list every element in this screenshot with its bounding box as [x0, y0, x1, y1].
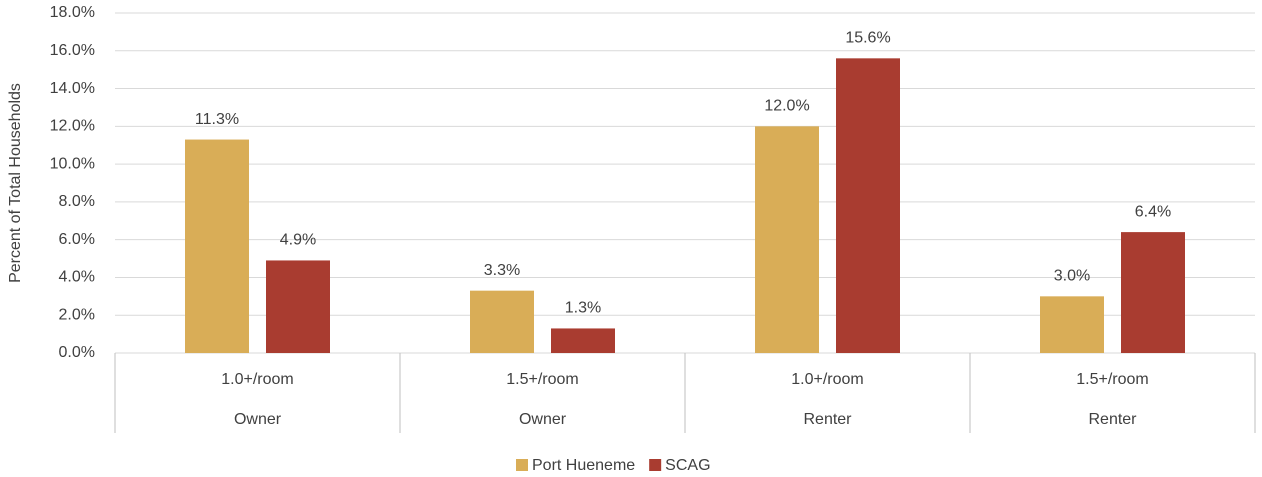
y-tick-label: 2.0%	[59, 306, 95, 323]
data-label: 4.9%	[280, 232, 316, 249]
y-tick-label: 8.0%	[59, 193, 95, 210]
x-tick-label: 1.5+/room	[506, 371, 578, 388]
y-tick-label: 4.0%	[59, 269, 95, 286]
y-tick-label: 0.0%	[59, 344, 95, 361]
data-label: 11.3%	[195, 111, 239, 128]
legend-label: SCAG	[665, 457, 710, 474]
y-tick-label: 14.0%	[50, 80, 95, 97]
y-tick-label: 12.0%	[50, 118, 95, 135]
legend-swatch	[516, 459, 528, 471]
bar	[185, 139, 249, 353]
y-tick-label: 10.0%	[50, 155, 95, 172]
y-tick-label: 16.0%	[50, 42, 95, 59]
bar	[836, 58, 900, 353]
bar	[470, 290, 534, 353]
x-tick-label: 1.0+/room	[221, 371, 293, 388]
y-tick-label: 6.0%	[59, 231, 95, 248]
data-label: 3.0%	[1054, 268, 1090, 285]
data-label: 15.6%	[845, 30, 890, 47]
x-tick-label: 1.0+/room	[791, 371, 863, 388]
x-group-label: Owner	[234, 411, 282, 428]
x-group-label: Owner	[519, 411, 567, 428]
bar	[551, 328, 615, 353]
legend-label: Port Hueneme	[532, 457, 635, 474]
x-group-label: Renter	[1088, 411, 1137, 428]
bar	[755, 126, 819, 353]
data-label: 12.0%	[764, 98, 809, 115]
bar	[1121, 232, 1185, 353]
x-tick-label: 1.5+/room	[1076, 371, 1148, 388]
bar	[1040, 296, 1104, 353]
x-group-label: Renter	[803, 411, 852, 428]
data-label: 6.4%	[1135, 203, 1171, 220]
y-axis-label: Percent of Total Households	[7, 83, 24, 283]
y-tick-label: 18.0%	[50, 4, 95, 21]
legend-swatch	[649, 459, 662, 471]
data-label: 1.3%	[565, 300, 601, 317]
data-label: 3.3%	[484, 262, 520, 279]
bar	[266, 260, 330, 353]
